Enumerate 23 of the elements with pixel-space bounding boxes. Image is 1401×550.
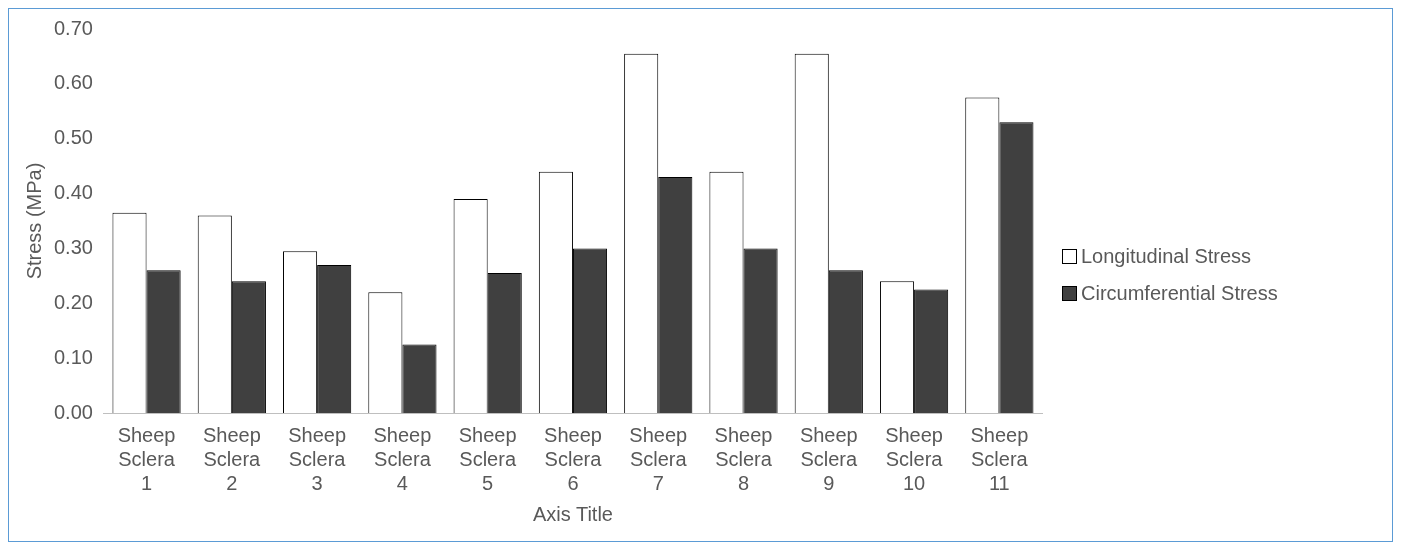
x-tick-label: Sheep Sclera 2 (202, 423, 262, 494)
x-tick-label: Sheep Sclera 8 (714, 423, 773, 494)
y-tick-label: 0.00 (53, 400, 93, 423)
x-tick-label: Sheep Sclera 10 (885, 423, 944, 494)
y-tick-label: 0.40 (53, 181, 93, 204)
y-tick-label: 0.70 (53, 16, 93, 39)
x-tick-label: Sheep Sclera 5 (458, 423, 517, 494)
x-tick-label: Sheep Sclera 7 (629, 423, 688, 494)
x-tick-label: Sheep Sclera 6 (544, 423, 603, 494)
x-axis-title: Axis Title (532, 502, 613, 525)
legend-label: Circumferential Stress (1081, 282, 1278, 305)
y-tick-label: 0.10 (53, 345, 93, 368)
y-axis-title: Stress (MPa) (22, 162, 45, 280)
y-tick-label: 0.30 (53, 235, 93, 258)
y-tick-label: 0.20 (53, 290, 93, 313)
text: Longitudinal Stress (1081, 245, 1252, 268)
x-tick-label: Sheep Sclera 11 (970, 423, 1029, 494)
x-tick-label: Sheep Sclera 4 (373, 423, 432, 494)
x-tick-label: Sheep Sclera 1 (117, 423, 176, 494)
y-tick-label: 0.60 (53, 71, 93, 94)
y-tick-label: 0.50 (53, 126, 93, 149)
x-tick-label: Sheep Sclera 9 (799, 423, 859, 494)
x-tick-label: Sheep Sclera 3 (288, 423, 347, 494)
